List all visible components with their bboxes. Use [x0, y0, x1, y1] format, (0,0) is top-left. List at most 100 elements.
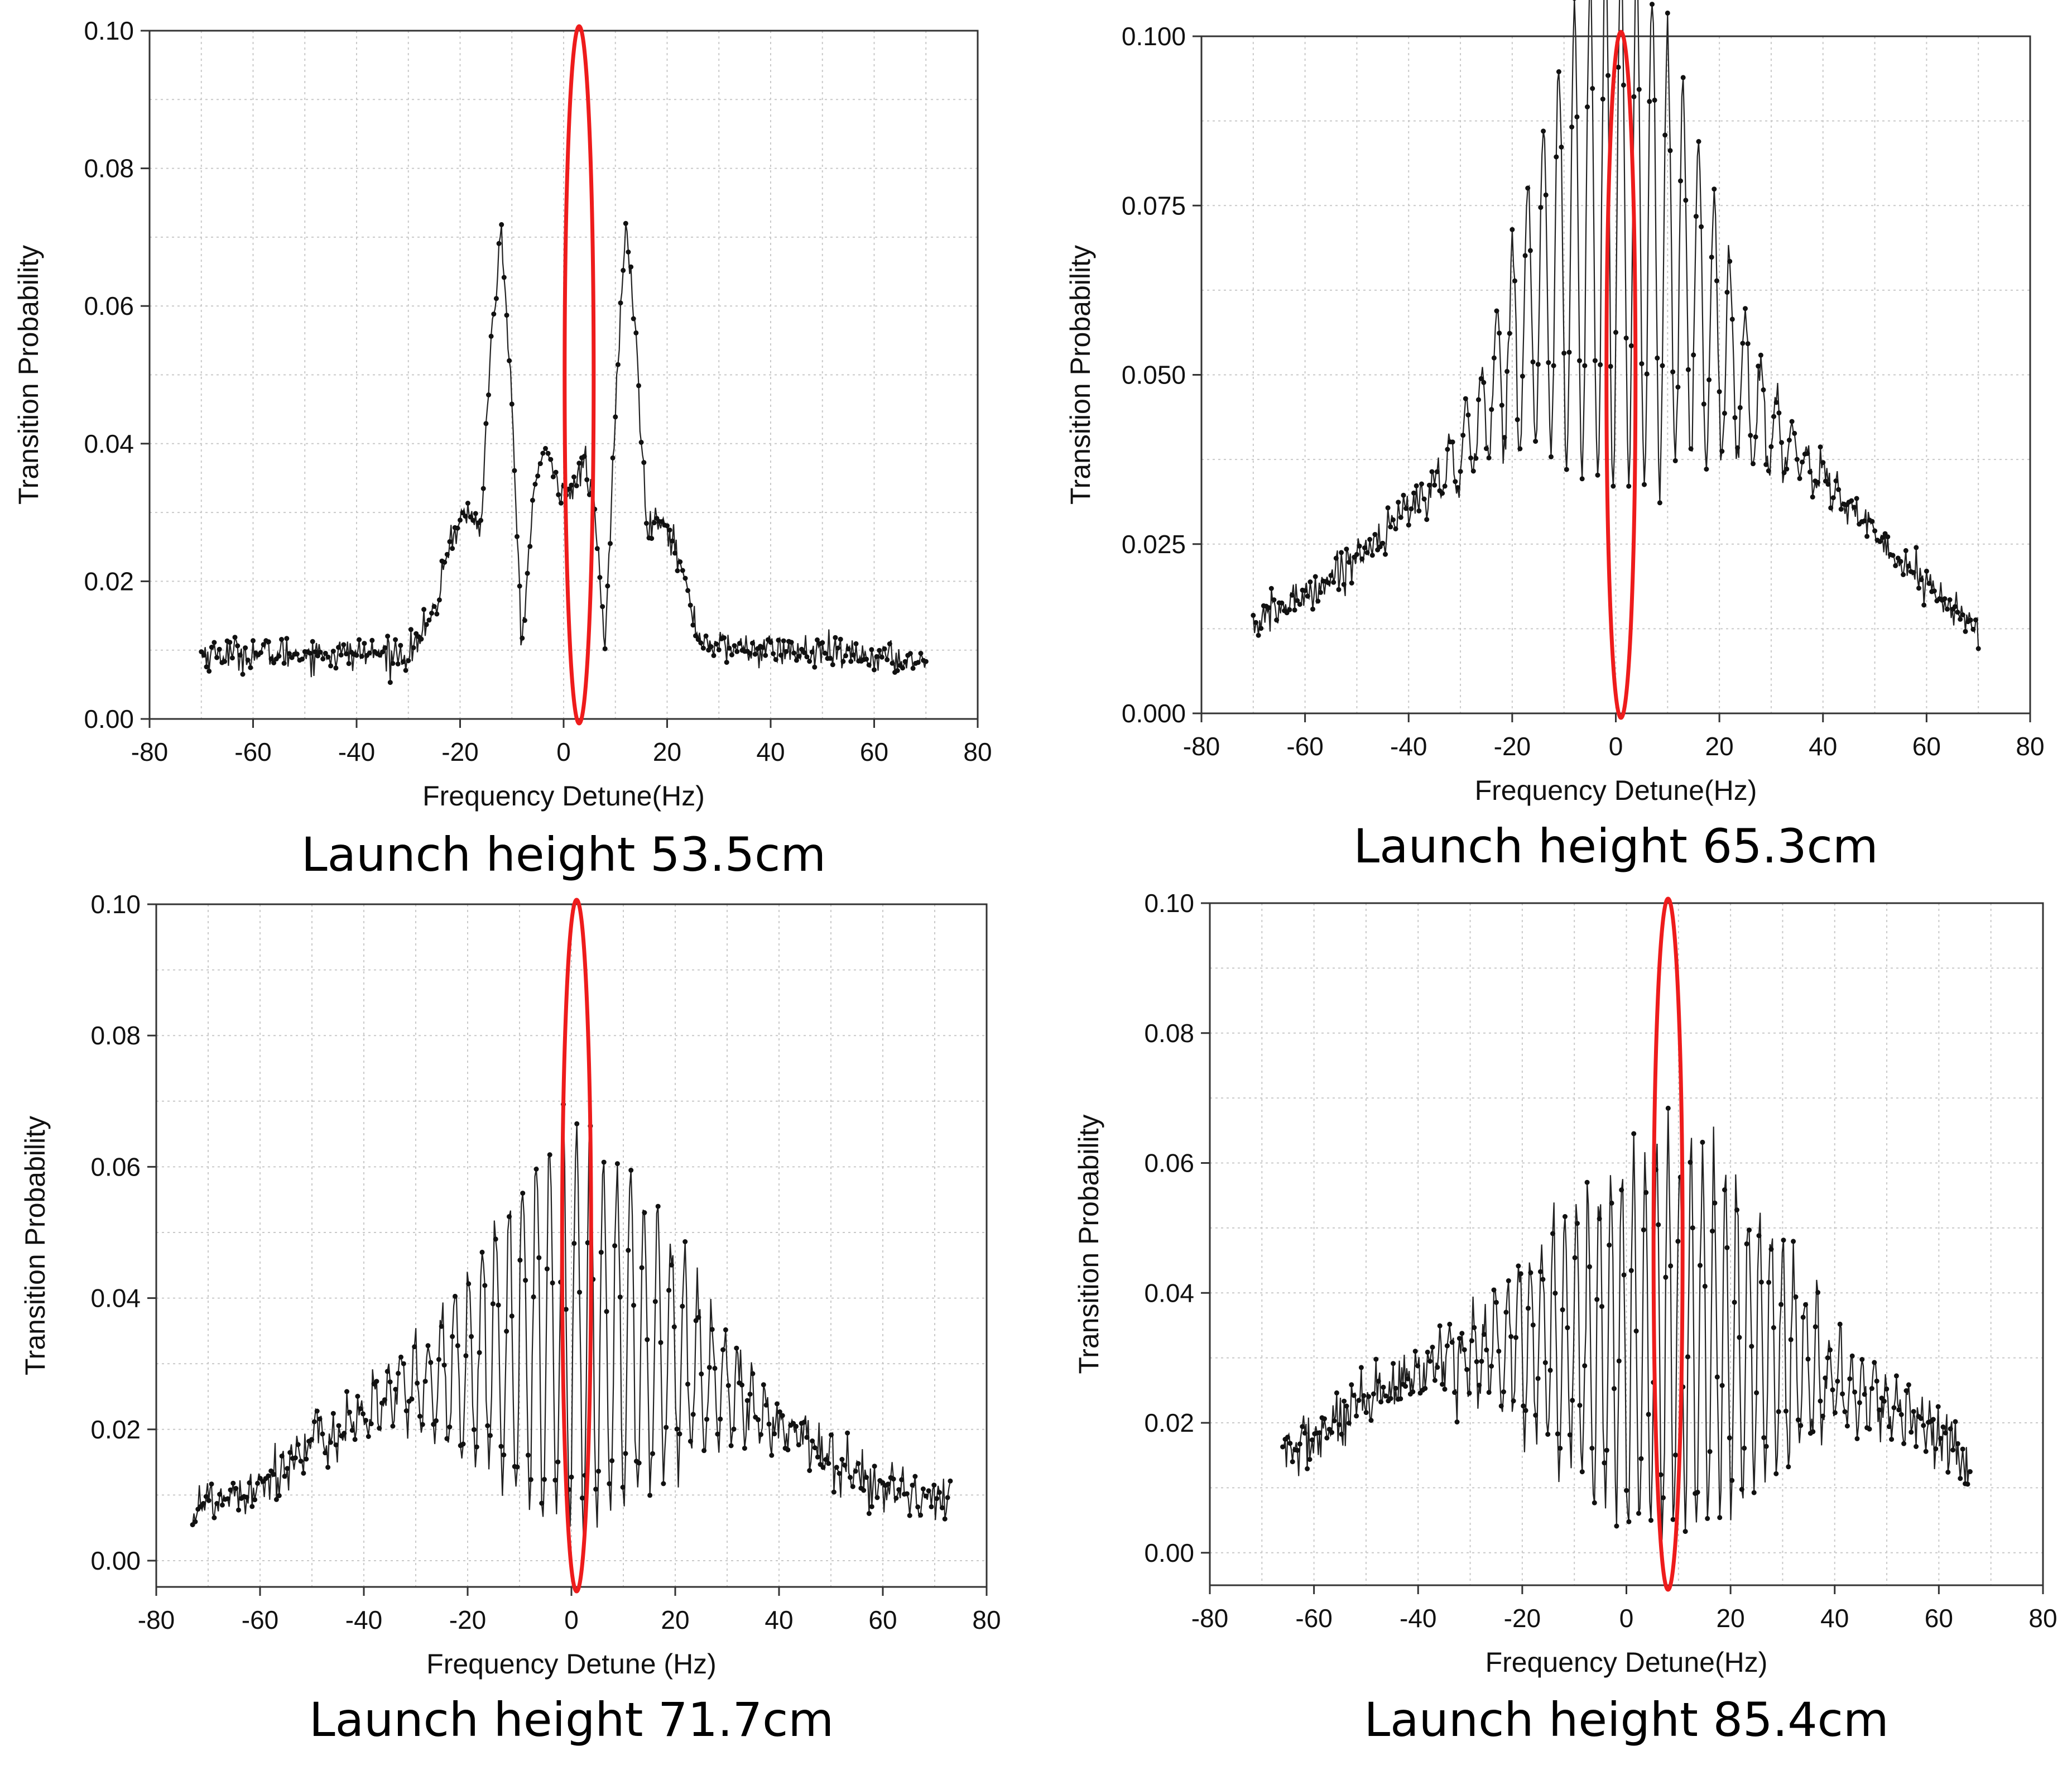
data-point	[864, 1475, 869, 1480]
data-point	[690, 622, 696, 628]
data-point	[1717, 1515, 1723, 1520]
data-point	[920, 1486, 926, 1491]
data-point	[696, 1315, 701, 1320]
data-point	[419, 636, 424, 642]
data-point	[550, 474, 556, 479]
data-point	[1847, 1376, 1853, 1382]
x-axis-title-2: Frequency Detune(Hz)	[1475, 775, 1757, 806]
data-point	[703, 633, 709, 639]
data-point	[1344, 1403, 1349, 1409]
data-point	[794, 658, 799, 663]
data-point	[879, 654, 884, 660]
data-point	[460, 1441, 466, 1447]
data-point	[1903, 1388, 1909, 1393]
data-point	[384, 1369, 390, 1374]
data-point	[1383, 551, 1388, 557]
data-point	[1901, 572, 1906, 577]
data-point	[672, 550, 677, 556]
data-point	[310, 639, 315, 644]
data-point	[1773, 1471, 1779, 1476]
data-point	[1924, 568, 1929, 574]
data-point	[1626, 483, 1632, 489]
data-point	[1440, 491, 1445, 496]
data-point	[354, 653, 359, 658]
data-point	[1363, 1410, 1369, 1416]
data-point	[222, 659, 227, 664]
data-point	[434, 1418, 439, 1423]
data-point	[1705, 1515, 1710, 1521]
data-point	[732, 643, 737, 649]
data-point	[1421, 496, 1427, 502]
data-point	[352, 1437, 358, 1442]
data-point	[545, 450, 551, 456]
data-point	[618, 300, 623, 306]
data-point	[669, 1262, 674, 1268]
data-point	[1621, 1272, 1627, 1278]
data-point	[626, 250, 631, 255]
data-point	[1805, 1356, 1811, 1362]
data-point	[522, 618, 527, 623]
data-point	[1960, 1446, 1965, 1452]
data-point	[1786, 1464, 1791, 1470]
data-point	[424, 622, 429, 627]
data-point	[1776, 1409, 1781, 1414]
data-point	[1820, 460, 1826, 466]
data-point	[853, 641, 859, 646]
data-point	[1943, 1430, 1948, 1436]
data-point	[665, 523, 670, 529]
data-point	[929, 1504, 934, 1509]
data-point	[1818, 1398, 1823, 1404]
data-point	[1512, 278, 1517, 284]
y-tick-label: 0.050	[1122, 361, 1186, 390]
data-point	[1331, 579, 1337, 585]
data-point	[776, 637, 781, 643]
data-point	[1361, 1393, 1367, 1398]
data-point	[1668, 1263, 1674, 1269]
data-point	[1359, 556, 1365, 562]
data-point	[1549, 454, 1554, 459]
data-point	[480, 486, 486, 491]
data-point	[939, 1505, 945, 1510]
data-point	[209, 1481, 214, 1487]
highlight-ellipse-4	[1651, 896, 1685, 1592]
data-point	[864, 656, 869, 662]
data-point	[763, 653, 768, 658]
data-point	[763, 1402, 769, 1408]
data-point	[206, 1498, 211, 1503]
data-point	[206, 668, 212, 674]
data-point	[1587, 1264, 1592, 1269]
data-point	[1967, 1469, 1973, 1474]
data-point	[1776, 410, 1782, 416]
chart-panel-4: -80 -60 -40 -20 0 20 40 60 80 0.00 0.02 0.04 0.06 0.0…	[1073, 889, 2057, 1747]
data-point	[1405, 1376, 1411, 1382]
data-point	[1479, 1359, 1484, 1364]
data-point	[651, 520, 657, 526]
data-point	[252, 1497, 258, 1503]
x-tick-label: -40	[338, 737, 375, 766]
data-point	[458, 517, 463, 523]
data-point	[1930, 1417, 1936, 1422]
data-point	[772, 1431, 777, 1437]
data-point	[1315, 598, 1321, 604]
data-point	[320, 656, 326, 661]
x-tick-label: 80	[972, 1605, 1001, 1634]
data-point	[1469, 1338, 1474, 1344]
data-point	[649, 536, 655, 541]
data-point	[907, 651, 913, 656]
data-point	[1346, 1421, 1352, 1426]
data-point	[617, 1294, 623, 1300]
data-point	[1803, 1302, 1809, 1307]
data-point	[718, 1416, 723, 1422]
data-point	[307, 650, 313, 656]
data-point	[1612, 1386, 1617, 1392]
data-point	[1464, 1367, 1470, 1373]
data-point	[904, 1491, 910, 1496]
data-point	[455, 1343, 460, 1349]
chart-panel-2: -80 -60 -40 -20 0 20 40 60 80 0.000 0.025 0.050 0.07…	[1065, 0, 2045, 874]
data-point	[1830, 1387, 1835, 1393]
data-point	[544, 1266, 550, 1272]
data-point	[1800, 459, 1805, 465]
data-point	[1533, 1412, 1539, 1418]
data-point	[1884, 1386, 1890, 1392]
data-point	[688, 1438, 693, 1444]
